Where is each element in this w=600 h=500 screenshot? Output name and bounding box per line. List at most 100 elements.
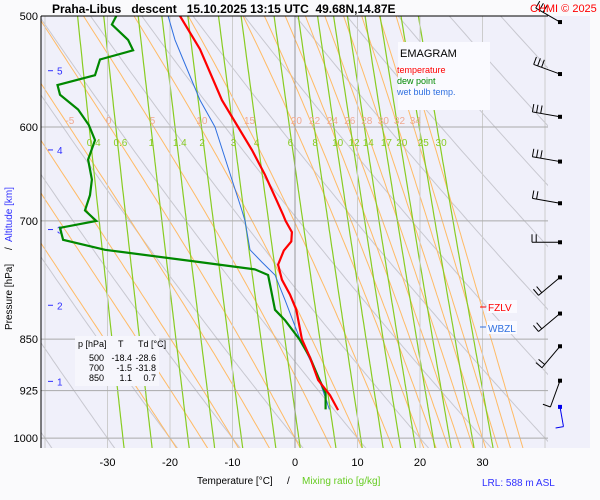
dry-adiabat [41, 17, 367, 448]
mixing-ratio-line [161, 16, 216, 448]
mixing-ratio-label: 2 [199, 138, 205, 149]
mixing-ratio-label: 4 [254, 138, 260, 149]
moist-adiabat-label: -5 [65, 116, 74, 127]
wind-barb-station [558, 159, 562, 164]
mixing-ratio-label: 8 [312, 138, 318, 149]
y-tick-label: 925 [20, 386, 38, 398]
mixing-ratio-line [346, 16, 417, 448]
wind-barb-feather [542, 403, 551, 408]
moist-adiabat-label: 10 [196, 116, 208, 127]
moist-adiabat [395, 16, 524, 448]
svg-text:/: / [4, 247, 15, 250]
wind-barb-feather [533, 288, 539, 296]
copyright: CHMI © 2025 [530, 3, 597, 15]
wind-barb-feather [541, 59, 545, 68]
moist-adiabat-label: 34 [410, 116, 422, 127]
moist-adiabat [343, 16, 487, 448]
y-tick-label: 700 [20, 216, 38, 228]
table-header: T [118, 339, 124, 349]
table-cell: -1.5 [116, 363, 132, 373]
mixing-ratio-label: 17 [381, 138, 393, 149]
moist-adiabat-label: 15 [244, 116, 256, 127]
wind-barb-feather [536, 104, 539, 113]
moist-adiabat-label: 32 [394, 116, 406, 127]
moist-adiabat-label: 0 [106, 116, 112, 127]
wind-barb-station [558, 114, 562, 119]
x-axis-separator: / [287, 476, 290, 487]
mixing-ratio-label: 0.6 [113, 138, 127, 149]
mixing-ratio-label: 1.4 [173, 138, 187, 149]
moist-adiabat [41, 192, 209, 448]
moist-adiabat-label: 5 [150, 116, 156, 127]
dry-adiabat [346, 16, 548, 248]
wind-barb [532, 197, 561, 204]
wind-barb [559, 406, 564, 427]
x-tick-label: 0 [292, 457, 298, 469]
mixing-ratio-line [333, 16, 402, 448]
mixing-ratio-label: 6 [288, 138, 294, 149]
wind-barb-station [558, 275, 562, 280]
dry-adiabat [41, 173, 241, 448]
moist-adiabat [378, 16, 511, 448]
y-tick-label: 500 [20, 11, 38, 23]
y-tick-label: 850 [20, 334, 38, 346]
table-cell: 1.1 [119, 373, 132, 383]
wind-barb-station [558, 240, 562, 245]
altitude-tick-label: 5 [57, 67, 63, 78]
wind-barb-feather [535, 0, 541, 9]
mixing-ratio-line [273, 16, 337, 448]
wind-barb-feather [536, 149, 539, 158]
mixing-ratio-line [187, 16, 244, 448]
table-cell: 700 [89, 363, 104, 373]
x-tick-label: -30 [100, 457, 116, 469]
wind-barb-station [558, 20, 562, 25]
table-header: Td [°C] [138, 339, 166, 349]
y-axis-label-altitude: Altitude [km] [4, 187, 15, 242]
mixing-ratio-label: 12 [349, 138, 361, 149]
wind-barb-feather [540, 150, 543, 159]
moist-adiabat-label: 28 [361, 116, 373, 127]
wind-barb [532, 111, 561, 118]
wind-barb [532, 156, 561, 163]
wind-barb-station [558, 378, 562, 383]
mixing-ratio-label: 20 [396, 138, 408, 149]
wind-barb [535, 7, 561, 23]
mixing-ratio-line [77, 16, 125, 448]
wind-barb-feather [531, 148, 535, 157]
moist-adiabat-label: 24 [327, 116, 339, 127]
wind-barb-station [558, 201, 562, 206]
table-header: p [hPa] [78, 339, 107, 349]
moist-adiabat [41, 82, 270, 448]
table-cell: 850 [89, 373, 104, 383]
wind-barb-station [558, 72, 562, 77]
moist-adiabat [41, 242, 178, 448]
mixing-ratio-line [379, 16, 452, 448]
wind-barb-feather [540, 105, 543, 114]
moist-adiabat [304, 16, 462, 448]
x-axis-label-mixing: Mixing ratio [g/kg] [302, 476, 381, 487]
dry-adiabat [41, 94, 304, 448]
x-tick-label: 10 [351, 457, 363, 469]
table-cell: 500 [89, 353, 104, 363]
wind-barb-feather [536, 286, 543, 293]
dry-adiabat [141, 16, 492, 448]
altitude-tick-label: 2 [57, 301, 63, 312]
y-axis-label: Pressure [hPa] [4, 264, 15, 330]
wind-barb [538, 313, 561, 332]
wind-barb-feather [542, 5, 548, 13]
chart-title: Praha-Libus descent 15.10.2025 13:15 UTC… [52, 2, 396, 16]
moist-adiabat-label: 22 [309, 116, 321, 127]
mixing-ratio-label: 14 [363, 138, 375, 149]
wind-barb-feather [538, 358, 546, 365]
dry-adiabat [41, 256, 179, 448]
table-cell: -31.8 [135, 363, 156, 373]
dry-adiabat [397, 16, 548, 187]
moist-adiabat-label: 20 [291, 116, 303, 127]
altitude-tick-label: 4 [57, 146, 63, 157]
legend-wet-bulb: wet bulb temp. [396, 87, 456, 97]
legend-dew-point: dew point [397, 76, 436, 86]
temperature-line [179, 16, 340, 411]
wind-barb-feather [535, 362, 543, 369]
